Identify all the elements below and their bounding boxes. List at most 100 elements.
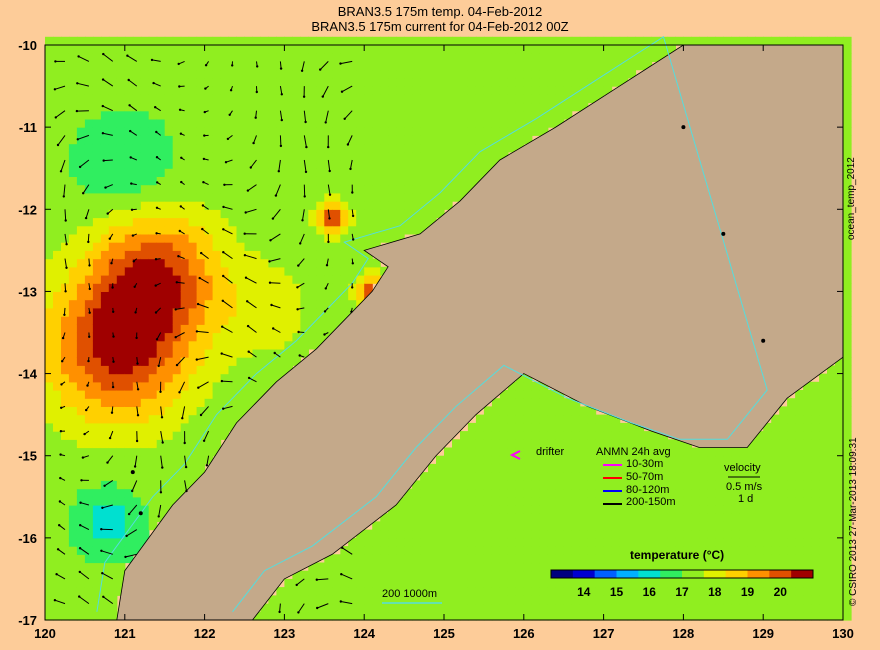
temperature-cell — [452, 184, 461, 194]
temperature-cell — [499, 135, 509, 145]
temperature-cell — [68, 36, 78, 46]
temperature-cell — [691, 36, 700, 46]
y-tick-label: -12 — [18, 202, 37, 217]
temperature-cell — [372, 53, 381, 62]
temperature-cell — [491, 431, 501, 440]
temperature-cell — [61, 127, 70, 136]
current-vector-head — [133, 465, 137, 468]
temperature-cell — [164, 406, 174, 416]
temperature-cell — [308, 266, 317, 276]
temperature-cell — [587, 562, 597, 572]
temperature-cell — [467, 143, 477, 153]
temperature-cell — [611, 587, 621, 596]
temperature-cell — [204, 283, 214, 292]
temperature-cell — [148, 151, 158, 161]
temperature-cell — [396, 69, 405, 79]
temperature-cell — [180, 463, 190, 473]
temperature-cell — [739, 546, 748, 555]
temperature-cell — [356, 143, 365, 153]
temperature-cell — [76, 266, 86, 276]
temperature-cell — [795, 447, 804, 457]
temperature-cell — [260, 36, 270, 46]
current-vector — [350, 159, 353, 169]
temperature-cell — [172, 390, 182, 399]
temperature-cell — [196, 86, 206, 95]
temperature-cell — [619, 422, 629, 432]
temperature-cell — [292, 611, 301, 621]
temperature-cell — [300, 587, 309, 596]
temperature-cell — [284, 283, 293, 292]
temperature-cell — [140, 381, 150, 391]
temperature-cell — [252, 102, 262, 112]
temperature-cell — [563, 447, 573, 457]
temperature-cell — [53, 209, 62, 219]
temperature-cell — [164, 357, 174, 366]
temperature-cell — [316, 242, 325, 251]
temperature-cell — [204, 447, 214, 457]
velocity-title: velocity — [724, 462, 761, 474]
temperature-cell — [603, 86, 613, 95]
temperature-cell — [627, 36, 637, 46]
temperature-cell — [444, 554, 453, 564]
temperature-cell — [356, 102, 365, 112]
temperature-cell — [316, 562, 325, 572]
temperature-cell — [444, 176, 453, 186]
temperature-cell — [795, 455, 804, 465]
temperature-cell — [507, 611, 517, 621]
temperature-cell — [348, 102, 357, 112]
temperature-cell — [803, 505, 812, 514]
temperature-cell — [436, 480, 445, 490]
temperature-cell — [220, 168, 230, 177]
temperature-cell — [53, 53, 62, 62]
temperature-cell — [92, 455, 102, 465]
current-vector — [64, 233, 68, 245]
temperature-cell — [571, 537, 581, 547]
temperature-cell — [491, 422, 501, 432]
temperature-cell — [164, 225, 174, 235]
temperature-cell — [412, 603, 421, 613]
temperature-cell — [236, 69, 246, 79]
temperature-cell — [108, 505, 118, 514]
temperature-cell — [739, 587, 748, 596]
temperature-cell — [475, 61, 485, 71]
temperature-cell — [164, 480, 174, 490]
temperature-cell — [140, 455, 150, 465]
temperature-cell — [164, 381, 174, 391]
temperature-cell — [771, 529, 780, 539]
temperature-cell — [45, 398, 54, 407]
temperature-cell — [140, 36, 150, 46]
temperature-cell — [843, 168, 852, 177]
temperature-cell — [619, 562, 629, 572]
temperature-cell — [76, 537, 86, 547]
temperature-cell — [667, 447, 676, 457]
temperature-cell — [699, 447, 708, 457]
temperature-cell — [348, 266, 357, 276]
temperature-cell — [523, 611, 533, 621]
temperature-cell — [483, 546, 493, 555]
temperature-cell — [76, 36, 86, 46]
temperature-cell — [156, 45, 166, 54]
temperature-cell — [843, 266, 852, 276]
temperature-cell — [380, 521, 389, 531]
temperature-cell — [460, 611, 469, 621]
temperature-cell — [284, 36, 293, 46]
temperature-cell — [571, 562, 581, 572]
temperature-cell — [108, 127, 118, 136]
current-vector-head — [110, 411, 114, 414]
temperature-cell — [747, 36, 756, 46]
current-vector — [248, 351, 257, 358]
temperature-cell — [755, 36, 764, 46]
temperature-cell — [300, 53, 309, 62]
temperature-cell — [53, 521, 62, 531]
temperature-cell — [308, 45, 317, 54]
temperature-cell — [420, 94, 429, 104]
temperature-cell — [196, 422, 206, 432]
temperature-cell — [332, 127, 341, 136]
temperature-cell — [196, 463, 206, 473]
current-vector-head — [101, 572, 104, 575]
temperature-cell — [45, 357, 54, 366]
temperature-cell — [68, 422, 78, 432]
temperature-cell — [348, 242, 357, 251]
temperature-cell — [595, 546, 605, 555]
temperature-cell — [284, 611, 293, 621]
